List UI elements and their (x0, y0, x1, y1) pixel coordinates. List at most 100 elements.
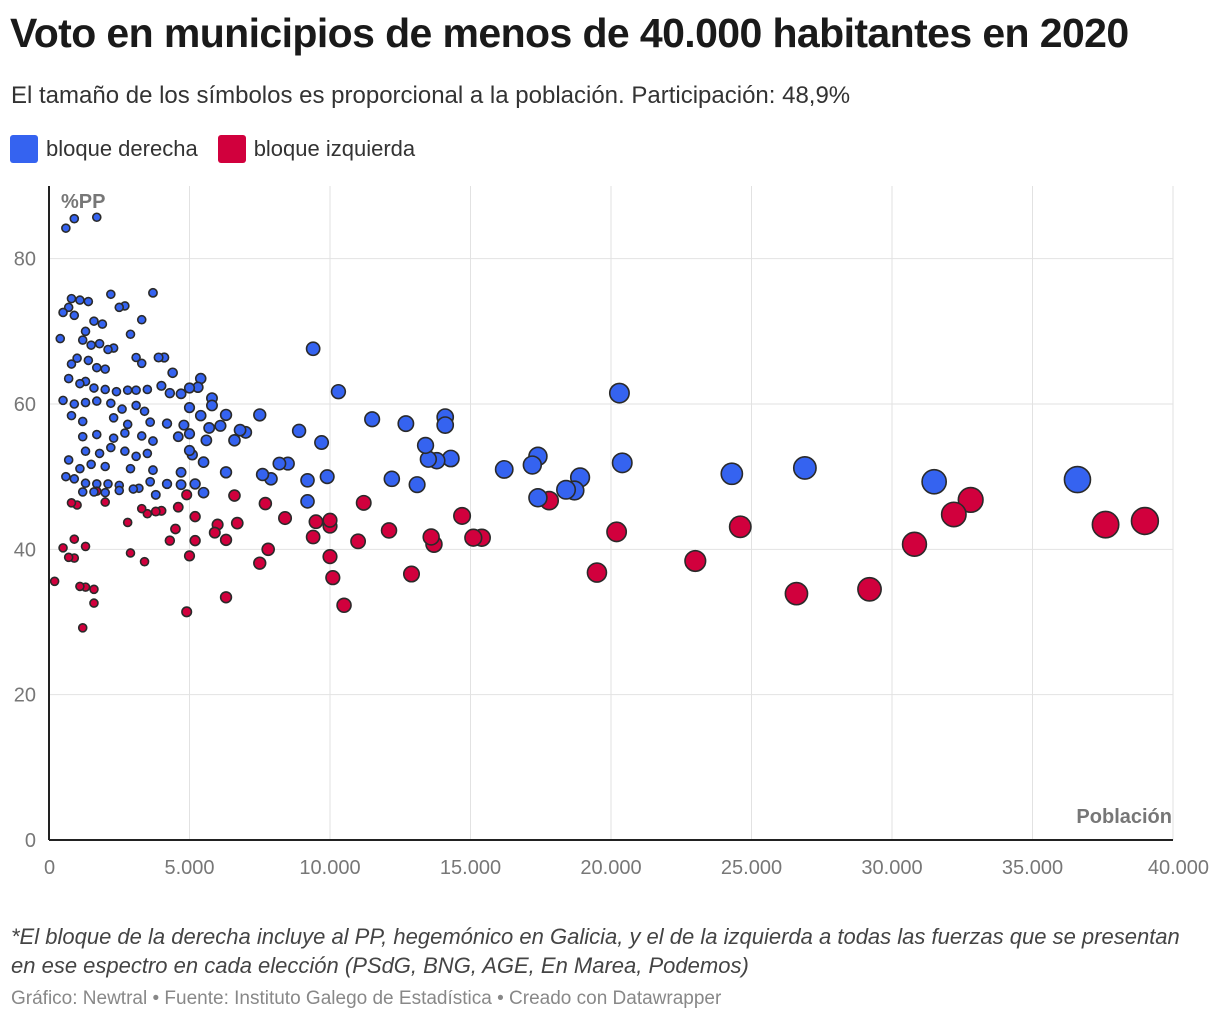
point-bloque-derecha (197, 486, 210, 499)
point-bloque-izquierda (901, 531, 928, 557)
point-bloque-izquierda (49, 576, 60, 587)
legend-label-right-bloc: bloque derecha (46, 136, 198, 161)
axes: 0 20 40 60 80 0 5.000 10.000 15.000 20.000 25.000 3… (14, 186, 1209, 879)
point-bloque-derecha (194, 409, 207, 422)
point-bloque-derecha (100, 487, 110, 498)
point-bloque-derecha (69, 213, 80, 224)
x-tick-label: 40.000 (1148, 857, 1209, 879)
point-bloque-derecha (136, 431, 147, 441)
point-bloque-derecha (161, 478, 173, 490)
point-bloque-derecha (100, 461, 110, 472)
point-bloque-derecha (183, 382, 196, 394)
point-bloque-derecha (494, 459, 514, 479)
point-bloque-izquierda (69, 534, 80, 544)
point-bloque-derecha (117, 404, 127, 414)
footnote: *El bloque de la derecha incluye al PP, … (11, 924, 1180, 978)
point-bloque-derecha (125, 463, 136, 474)
point-bloque-derecha (219, 408, 233, 422)
point-bloque-izquierda (122, 517, 133, 528)
point-bloque-derecha (89, 316, 99, 326)
point-bloque-derecha (175, 466, 187, 478)
point-bloque-derecha (611, 452, 633, 474)
point-bloque-derecha (136, 358, 147, 369)
point-bloque-derecha (114, 485, 125, 496)
point-bloque-derecha (69, 310, 80, 321)
point-bloque-izquierda (957, 486, 984, 514)
point-bloque-izquierda (278, 511, 293, 526)
point-bloque-derecha (206, 399, 218, 412)
y-tick-label: 60 (14, 394, 36, 416)
point-bloque-derecha (131, 400, 141, 411)
point-bloque-izquierda (219, 533, 233, 547)
x-tick-label: 35.000 (1002, 857, 1063, 879)
point-bloque-derecha (136, 314, 147, 325)
y-tick-label: 80 (14, 249, 36, 271)
legend-label-left-bloc: bloque izquierda (253, 136, 416, 161)
point-bloque-izquierda (80, 541, 91, 552)
x-tick-label: 30.000 (861, 857, 922, 879)
point-bloque-derecha (145, 417, 156, 428)
point-bloque-derecha (183, 444, 196, 457)
x-tick-label: 0 (44, 857, 55, 879)
point-bloque-derecha (86, 340, 96, 350)
point-bloque-derecha (161, 418, 173, 429)
point-bloque-derecha (142, 448, 153, 459)
point-bloque-derecha (291, 423, 307, 439)
chart-subtitle: El tamaño de los símbolos es proporciona… (11, 82, 851, 109)
point-bloque-izquierda (189, 534, 201, 547)
x-tick-label: 20.000 (580, 857, 641, 879)
point-bloque-derecha (63, 373, 74, 384)
point-bloque-derecha (94, 338, 105, 349)
x-tick-label: 25.000 (721, 857, 782, 879)
point-bloque-izquierda (253, 556, 267, 570)
scatter-plot: 0 20 40 60 80 0 5.000 10.000 15.000 20.000 25.000 3… (14, 186, 1209, 879)
point-bloque-derecha (148, 287, 158, 298)
point-bloque-derecha (172, 431, 184, 443)
point-bloque-derecha (608, 382, 630, 404)
data-points (49, 212, 1160, 633)
point-bloque-izquierda (58, 543, 68, 553)
point-bloque-derecha (91, 429, 102, 440)
point-bloque-izquierda (228, 489, 241, 502)
point-bloque-derecha (103, 344, 113, 355)
point-bloque-derecha (83, 296, 94, 307)
point-bloque-derecha (80, 446, 91, 457)
y-axis-label: %PP (61, 191, 105, 213)
point-bloque-izquierda (75, 581, 85, 592)
point-bloque-derecha (419, 450, 438, 468)
point-bloque-izquierda (1091, 510, 1120, 539)
point-bloque-derecha (66, 293, 77, 304)
point-bloque-derecha (314, 435, 330, 451)
point-bloque-derecha (108, 413, 119, 423)
point-bloque-derecha (228, 434, 241, 447)
point-bloque-derecha (100, 364, 110, 374)
point-bloque-derecha (108, 433, 119, 443)
point-bloque-derecha (80, 478, 91, 489)
point-bloque-derecha (200, 434, 213, 447)
point-bloque-derecha (61, 471, 71, 482)
point-bloque-derecha (219, 466, 233, 479)
point-bloque-derecha (921, 468, 948, 495)
point-bloque-derecha (233, 423, 247, 437)
credits: Gráfico: Newtral • Fuente: Instituto Gal… (11, 988, 722, 1009)
point-bloque-derecha (120, 446, 130, 457)
point-bloque-derecha (436, 416, 455, 434)
point-bloque-derecha (139, 406, 150, 417)
point-bloque-derecha (77, 487, 88, 497)
point-bloque-izquierda (1130, 506, 1160, 536)
point-bloque-derecha (89, 487, 99, 497)
point-bloque-derecha (300, 494, 315, 509)
point-bloque-derecha (189, 478, 201, 490)
point-bloque-derecha (203, 422, 216, 434)
point-bloque-derecha (80, 326, 91, 337)
point-bloque-izquierda (181, 606, 193, 618)
point-bloque-derecha (148, 436, 158, 446)
point-bloque-izquierda (322, 549, 338, 565)
legend-swatch-left-bloc (217, 135, 246, 163)
point-bloque-izquierda (380, 522, 398, 539)
point-bloque-izquierda (170, 523, 181, 535)
point-bloque-izquierda (125, 548, 136, 558)
point-bloque-izquierda (89, 598, 99, 608)
point-bloque-derecha (148, 465, 158, 476)
point-bloque-derecha (83, 355, 94, 366)
